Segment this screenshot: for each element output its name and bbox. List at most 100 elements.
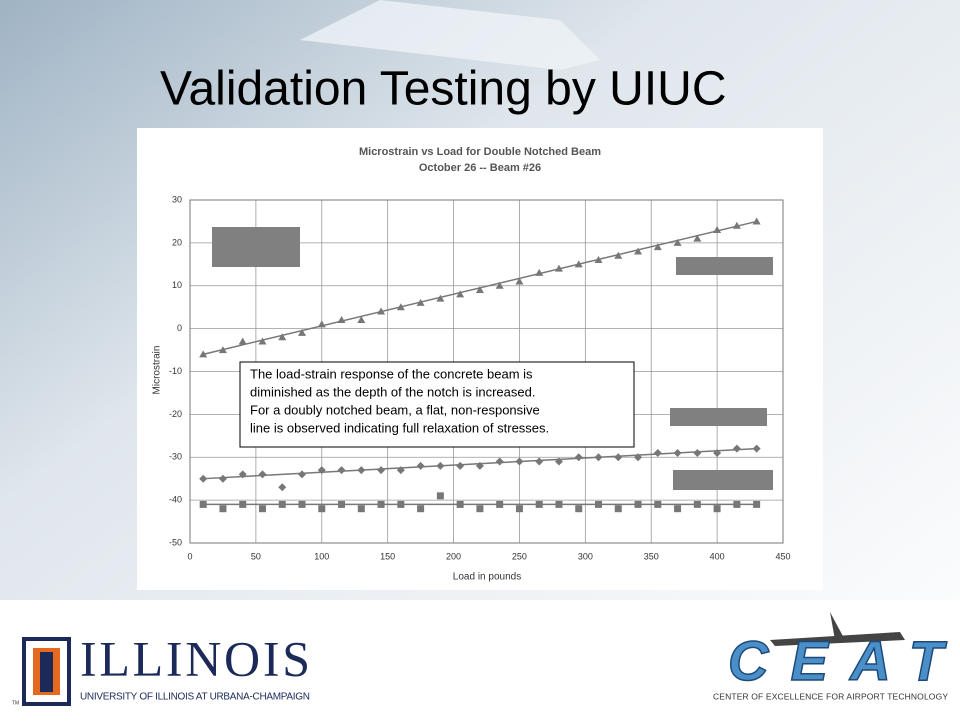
data-point — [574, 453, 583, 462]
data-point — [278, 483, 287, 492]
x-tick-label: 50 — [251, 551, 261, 561]
chart-title: Microstrain vs Load for Double Notched B… — [359, 146, 601, 158]
data-point — [653, 448, 662, 457]
x-tick-label: 400 — [710, 551, 725, 561]
y-axis-label: Microstrain — [152, 346, 163, 395]
data-point — [713, 448, 722, 457]
data-point — [219, 505, 227, 513]
data-point — [555, 500, 563, 508]
data-point — [239, 500, 247, 508]
annotation-line: The load-strain response of the concrete… — [250, 366, 533, 381]
data-point — [377, 307, 386, 315]
data-point — [752, 217, 761, 225]
data-point — [614, 505, 622, 513]
data-point — [258, 470, 267, 479]
data-point — [732, 444, 741, 453]
data-point — [753, 500, 761, 508]
data-point — [693, 234, 702, 242]
data-point — [436, 492, 444, 500]
data-point — [654, 500, 662, 508]
data-point — [515, 505, 523, 513]
data-point — [594, 453, 603, 462]
data-point — [634, 500, 642, 508]
data-point — [338, 500, 346, 508]
data-point — [317, 320, 326, 328]
y-tick-label: 0 — [177, 323, 182, 333]
chart-subtitle: October 26 -- Beam #26 — [419, 162, 541, 174]
data-point — [456, 500, 464, 508]
annotation-line: line is observed indicating full relaxat… — [250, 420, 549, 435]
data-point — [199, 500, 207, 508]
trademark: TM — [12, 700, 19, 706]
data-point — [733, 500, 741, 508]
data-point — [238, 337, 247, 345]
data-point — [693, 448, 702, 457]
data-point — [515, 277, 524, 285]
data-point — [614, 453, 623, 462]
footer-bg — [0, 600, 960, 720]
data-point — [634, 247, 643, 255]
data-point — [199, 474, 208, 483]
data-point — [634, 453, 643, 462]
data-point — [436, 461, 445, 470]
data-point — [377, 500, 385, 508]
data-point — [693, 500, 701, 508]
data-point — [337, 316, 346, 324]
y-tick-label: -50 — [169, 537, 182, 547]
y-tick-label: 20 — [172, 237, 182, 247]
data-point — [396, 466, 405, 475]
plane-shape — [300, 0, 600, 70]
data-point — [298, 500, 306, 508]
x-tick-label: 200 — [446, 551, 461, 561]
redacted-legend — [670, 408, 767, 426]
x-tick-label: 300 — [578, 551, 593, 561]
data-point — [495, 281, 504, 289]
data-point — [495, 457, 504, 466]
data-point — [298, 470, 307, 479]
data-point — [317, 466, 326, 475]
x-tick-label: 450 — [775, 551, 790, 561]
data-point — [278, 500, 286, 508]
x-tick-label: 150 — [380, 551, 395, 561]
y-tick-label: -10 — [169, 366, 182, 376]
data-point — [673, 448, 682, 457]
slide-title: Validation Testing by UIUC — [160, 63, 727, 116]
illinois-wordmark: ILLINOIS — [80, 630, 310, 686]
ceat-subtitle: CENTER OF EXCELLENCE FOR AIRPORT TECHNOL… — [713, 691, 948, 701]
redacted-legend — [673, 470, 773, 490]
data-point — [515, 457, 524, 466]
data-point — [417, 505, 425, 513]
data-point — [475, 286, 484, 294]
data-point — [218, 346, 227, 354]
x-axis-label: Load in pounds — [453, 572, 521, 583]
data-point — [397, 500, 405, 508]
x-tick-label: 100 — [314, 551, 329, 561]
data-point — [674, 505, 682, 513]
illinois-icon-i — [40, 652, 53, 692]
data-point — [732, 221, 741, 229]
data-point — [456, 461, 465, 470]
x-tick-label: 250 — [512, 551, 527, 561]
y-tick-label: -30 — [169, 452, 182, 462]
data-point — [258, 505, 266, 513]
data-point — [278, 333, 287, 341]
data-point — [337, 466, 346, 475]
y-tick-label: -40 — [169, 495, 182, 505]
data-point — [496, 500, 504, 508]
x-tick-label: 0 — [187, 551, 192, 561]
data-point — [575, 505, 583, 513]
y-tick-label: 30 — [172, 194, 182, 204]
data-point — [653, 243, 662, 251]
data-point — [574, 260, 583, 268]
data-point — [673, 238, 682, 246]
data-point — [713, 505, 721, 513]
chart-area — [137, 128, 823, 590]
data-point — [357, 466, 366, 475]
data-point — [357, 316, 366, 324]
data-point — [199, 350, 208, 358]
data-point — [396, 303, 405, 311]
annotation-line: diminished as the depth of the notch is … — [250, 384, 535, 399]
data-point — [614, 251, 623, 259]
